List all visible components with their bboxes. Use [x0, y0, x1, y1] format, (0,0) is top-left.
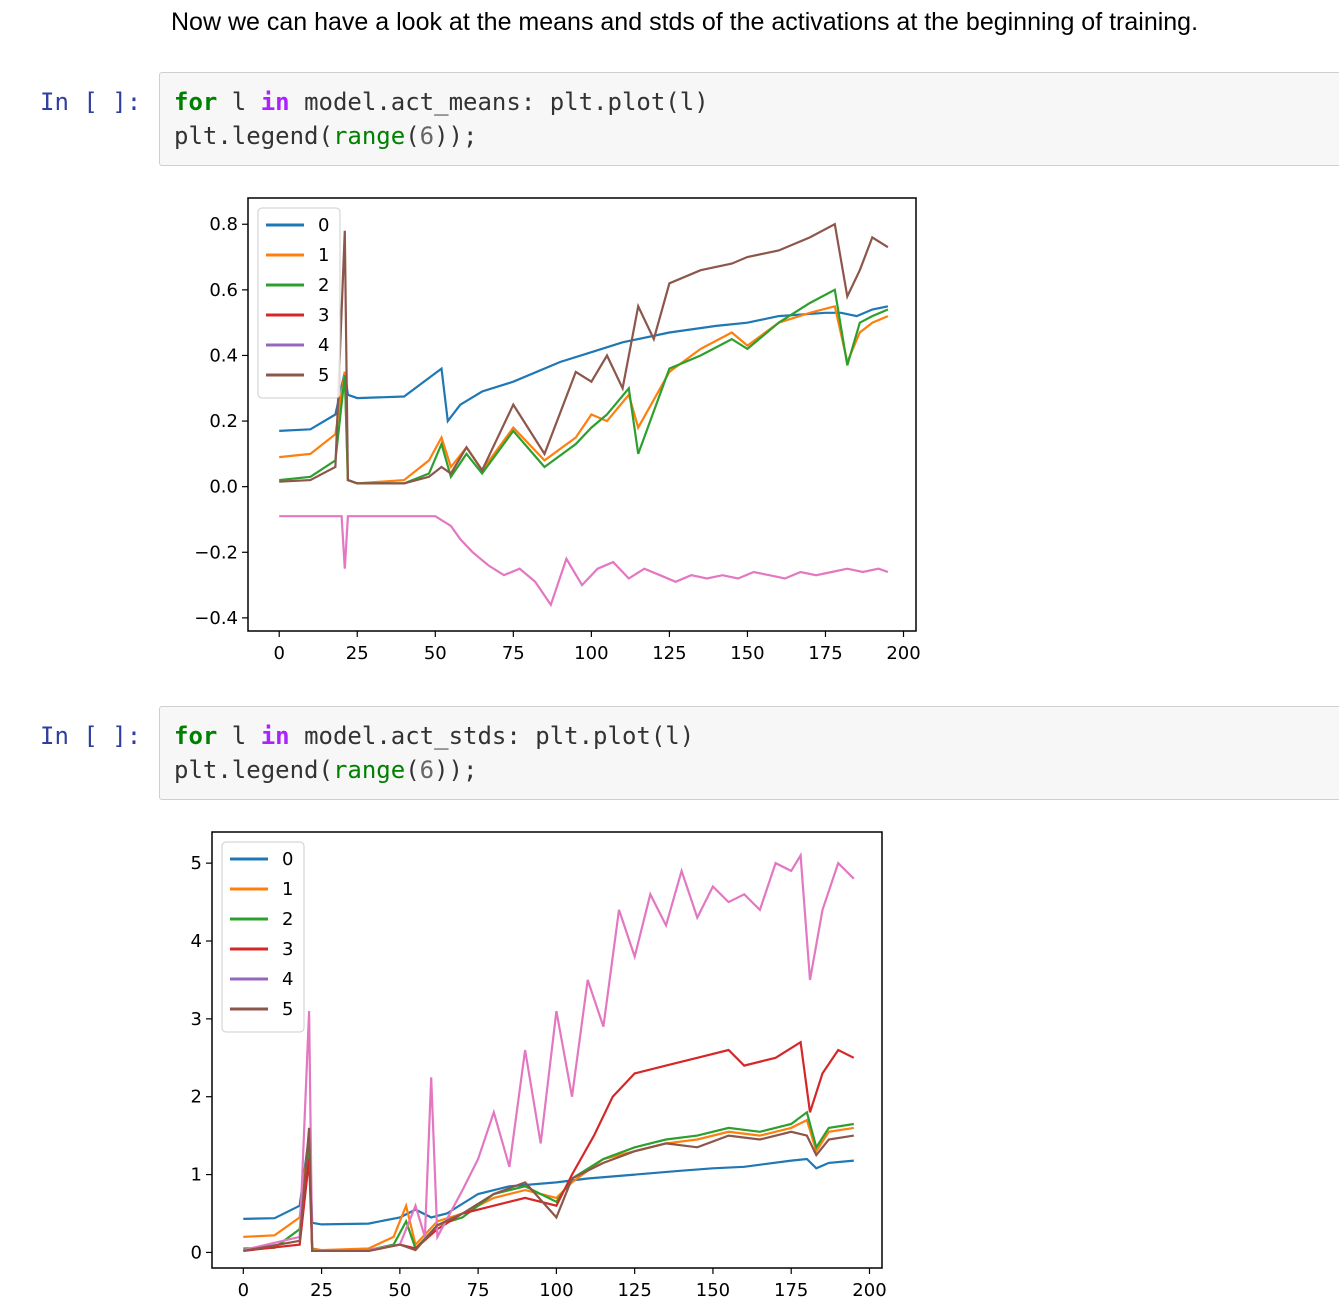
- code-cell-1[interactable]: for l in model.act_means: plt.plot(l) pl…: [159, 72, 1339, 166]
- code-var: l: [217, 88, 261, 116]
- output-plot-means: 0 25 50 75 100 125 150 175 200 −0.4 −0.2 0.0 0.2 0.4 0…: [190, 190, 950, 680]
- y-tick-label: 0.0: [209, 477, 238, 498]
- x-tick-label: 75: [502, 643, 525, 664]
- legend-label-0: 0: [318, 215, 329, 236]
- code-var: l: [217, 722, 261, 750]
- x-tick-label: 0: [273, 643, 284, 664]
- series-line-1: [279, 304, 889, 485]
- code-rest: model.act_stds: plt.plot(l): [289, 722, 695, 750]
- legend-label-2: 2: [318, 275, 329, 296]
- legend-label-3: 3: [318, 305, 329, 326]
- series-line-4: [279, 515, 889, 608]
- code-keyword-in: in: [260, 88, 290, 116]
- x-tick-label: 125: [652, 643, 686, 664]
- y-tick-label: 0.8: [209, 214, 238, 235]
- y-tick-label: 3: [191, 1009, 202, 1030]
- plot-frame: [247, 197, 917, 632]
- x-tick-label: 200: [852, 1280, 886, 1301]
- y-tick-label: 2: [191, 1087, 202, 1108]
- y-tick-label: 1: [191, 1165, 202, 1186]
- plot-frame: [211, 831, 883, 1269]
- output-plot-stds: 0 25 50 75 100 125 150 175 200 0 1 2 3 4 5 0 1 2 3 4 5: [170, 820, 930, 1310]
- code-builtin-range: range: [332, 756, 406, 784]
- code-number: 6: [419, 756, 435, 784]
- x-tick-label: 100: [574, 643, 608, 664]
- x-tick-label: 50: [424, 643, 447, 664]
- code-builtin-range: range: [332, 122, 406, 150]
- y-tick-label: 0.6: [209, 280, 238, 301]
- code-keyword-for: for: [174, 722, 218, 750]
- x-tick-label: 175: [774, 1280, 808, 1301]
- legend-label-0: 0: [282, 849, 293, 870]
- means-line-chart: 0 25 50 75 100 125 150 175 200−0.4−0.20.00.20.40…: [194, 197, 921, 664]
- code-keyword-for: for: [174, 88, 218, 116]
- series-line-5: [243, 1127, 854, 1252]
- y-tick-label: −0.2: [194, 542, 238, 563]
- code-paren-open: (: [405, 756, 420, 784]
- series-line-2: [243, 1110, 854, 1253]
- legend-label-5: 5: [318, 365, 329, 386]
- legend-label-2: 2: [282, 909, 293, 930]
- legend-label-1: 1: [318, 245, 329, 266]
- y-tick-label: 0: [191, 1242, 202, 1263]
- code-legend-pre: plt.legend(: [174, 756, 333, 784]
- x-tick-label: 125: [617, 1280, 651, 1301]
- code-keyword-in: in: [260, 722, 290, 750]
- code-cell-2[interactable]: for l in model.act_stds: plt.plot(l) plt…: [159, 706, 1339, 800]
- x-tick-label: 150: [696, 1280, 730, 1301]
- series-line-0: [279, 305, 889, 432]
- legend-label-5: 5: [282, 999, 293, 1020]
- x-tick-label: 175: [808, 643, 842, 664]
- cell-2-prompt: In [ ]:: [40, 722, 142, 750]
- legend-label-4: 4: [282, 969, 293, 990]
- series-line-5: [279, 222, 889, 485]
- x-tick-label: 25: [346, 643, 369, 664]
- code-legend-pre: plt.legend(: [174, 122, 333, 150]
- x-tick-label: 150: [730, 643, 764, 664]
- x-tick-label: 50: [388, 1280, 411, 1301]
- code-number: 6: [419, 122, 435, 150]
- x-tick-label: 200: [886, 643, 920, 664]
- x-tick-label: 0: [238, 1280, 249, 1301]
- x-tick-label: 100: [539, 1280, 573, 1301]
- legend-label-4: 4: [318, 335, 329, 356]
- code-rest: model.act_means: plt.plot(l): [289, 88, 709, 116]
- code-paren-open: (: [405, 122, 420, 150]
- markdown-text: Now we can have a look at the means and …: [171, 8, 1199, 36]
- x-tick-label: 25: [310, 1280, 333, 1301]
- y-tick-label: 0.4: [209, 345, 238, 366]
- y-tick-label: 4: [191, 931, 202, 952]
- code-paren-close: ));: [434, 756, 478, 784]
- y-tick-label: 5: [191, 853, 202, 874]
- series-line-0: [243, 1135, 854, 1226]
- legend-label-3: 3: [282, 939, 293, 960]
- code-paren-close: ));: [434, 122, 478, 150]
- legend-label-1: 1: [282, 879, 293, 900]
- y-tick-label: 0.2: [209, 411, 238, 432]
- cell-1-prompt: In [ ]:: [40, 88, 142, 116]
- y-tick-label: −0.4: [194, 608, 238, 629]
- series-line-4: [243, 851, 855, 1252]
- series-line-2: [279, 288, 889, 485]
- x-tick-label: 75: [467, 1280, 490, 1301]
